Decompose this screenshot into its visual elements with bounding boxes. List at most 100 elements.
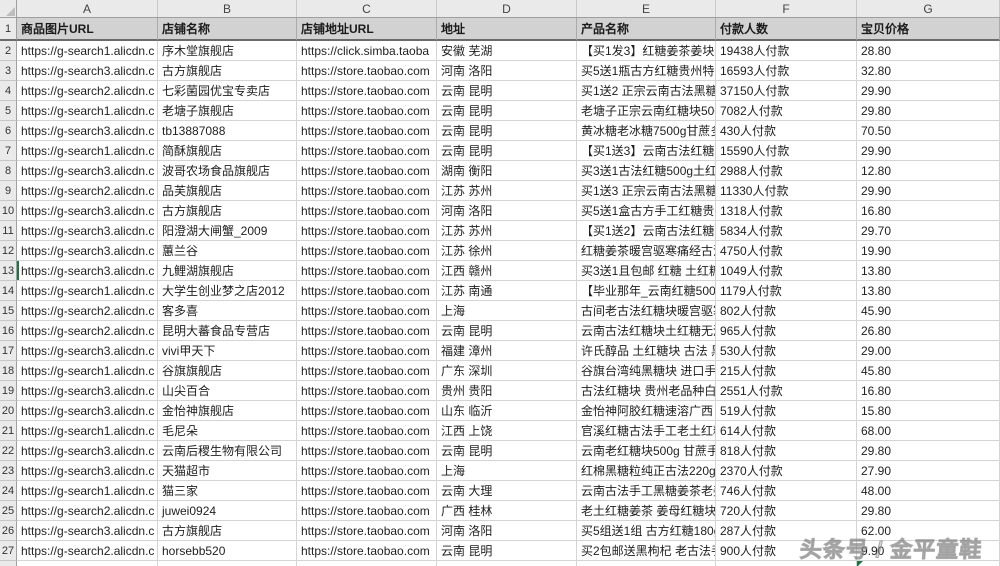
row-number-22[interactable]: 22 <box>0 441 17 461</box>
cell-G19[interactable]: 16.80 <box>857 381 1000 401</box>
row-number-3[interactable]: 3 <box>0 61 17 81</box>
cell-D1[interactable]: 地址 <box>437 18 577 41</box>
cell-D11[interactable]: 江苏 苏州 <box>437 221 577 241</box>
cell-E20[interactable]: 金怡神阿胶红糖速溶广西 <box>577 401 716 421</box>
cell-E10[interactable]: 买5送1盒古方手工红糖贵州 <box>577 201 716 221</box>
cell-A24[interactable]: https://g-search1.alicdn.c <box>17 481 158 501</box>
column-header-B[interactable]: B <box>158 0 297 17</box>
cell-E11[interactable]: 【买1送2】云南古法红糖姜 <box>577 221 716 241</box>
cell-D26[interactable]: 河南 洛阳 <box>437 521 577 541</box>
cell-D25[interactable]: 广西 桂林 <box>437 501 577 521</box>
row-number-15[interactable]: 15 <box>0 301 17 321</box>
row-number-16[interactable]: 16 <box>0 321 17 341</box>
cell-G7[interactable]: 29.90 <box>857 141 1000 161</box>
cell-F12[interactable]: 4750人付款 <box>716 241 857 261</box>
row-number-24[interactable]: 24 <box>0 481 17 501</box>
cell-G6[interactable]: 70.50 <box>857 121 1000 141</box>
cell-G23[interactable]: 27.90 <box>857 461 1000 481</box>
cell-D23[interactable]: 上海 <box>437 461 577 481</box>
cell-D13[interactable]: 江西 赣州 <box>437 261 577 281</box>
cell-G11[interactable]: 29.70 <box>857 221 1000 241</box>
cell-G24[interactable]: 48.00 <box>857 481 1000 501</box>
row-number-27[interactable]: 27 <box>0 541 17 561</box>
cell-E6[interactable]: 黄冰糖老冰糖7500g甘蔗多 <box>577 121 716 141</box>
cell-G16[interactable]: 26.80 <box>857 321 1000 341</box>
cell-F1[interactable]: 付款人数 <box>716 18 857 41</box>
cell-B25[interactable]: juwei0924 <box>158 501 297 521</box>
cell-C23[interactable]: https://store.taobao.com <box>297 461 437 481</box>
cell-G25[interactable]: 29.80 <box>857 501 1000 521</box>
column-header-G[interactable]: G <box>857 0 1000 17</box>
cell-G27[interactable]: 9.90 <box>857 541 1000 561</box>
cell-C27[interactable]: https://store.taobao.com <box>297 541 437 561</box>
cell-C14[interactable]: https://store.taobao.com <box>297 281 437 301</box>
cell-F14[interactable]: 1179人付款 <box>716 281 857 301</box>
cell-C7[interactable]: https://store.taobao.com <box>297 141 437 161</box>
cell-B4[interactable]: 七彩菌园优宝专卖店 <box>158 81 297 101</box>
cell-B22[interactable]: 云南后稷生物有限公司 <box>158 441 297 461</box>
cell-C8[interactable]: https://store.taobao.com <box>297 161 437 181</box>
cell-B26[interactable]: 古方旗舰店 <box>158 521 297 541</box>
row-number-11[interactable]: 11 <box>0 221 17 241</box>
cell-F5[interactable]: 7082人付款 <box>716 101 857 121</box>
cell-D16[interactable]: 云南 昆明 <box>437 321 577 341</box>
cell-A16[interactable]: https://g-search2.alicdn.c <box>17 321 158 341</box>
cell-C28[interactable] <box>297 561 437 566</box>
cell-F27[interactable]: 900人付款 <box>716 541 857 561</box>
cell-C9[interactable]: https://store.taobao.com <box>297 181 437 201</box>
cell-C17[interactable]: https://store.taobao.com <box>297 341 437 361</box>
cell-G17[interactable]: 29.00 <box>857 341 1000 361</box>
cell-E23[interactable]: 红棉黑糖粒纯正古法220g/ <box>577 461 716 481</box>
cell-F24[interactable]: 746人付款 <box>716 481 857 501</box>
cell-G1[interactable]: 宝贝价格 <box>857 18 1000 41</box>
cell-F25[interactable]: 720人付款 <box>716 501 857 521</box>
cell-B3[interactable]: 古方旗舰店 <box>158 61 297 81</box>
cell-F7[interactable]: 15590人付款 <box>716 141 857 161</box>
cell-F8[interactable]: 2988人付款 <box>716 161 857 181</box>
cell-G28[interactable] <box>857 561 1000 566</box>
row-number-10[interactable]: 10 <box>0 201 17 221</box>
cell-G3[interactable]: 32.80 <box>857 61 1000 81</box>
cell-E9[interactable]: 买1送3 正宗云南古法黑糖 <box>577 181 716 201</box>
cell-D10[interactable]: 河南 洛阳 <box>437 201 577 221</box>
cell-A6[interactable]: https://g-search3.alicdn.c <box>17 121 158 141</box>
row-number-7[interactable]: 7 <box>0 141 17 161</box>
cell-E21[interactable]: 官溪红糖古法手工老土红糖 <box>577 421 716 441</box>
cell-A19[interactable]: https://g-search3.alicdn.c <box>17 381 158 401</box>
cell-E7[interactable]: 【买1送3】云南古法红糖块 <box>577 141 716 161</box>
cell-G12[interactable]: 19.90 <box>857 241 1000 261</box>
cell-C3[interactable]: https://store.taobao.com <box>297 61 437 81</box>
cell-G14[interactable]: 13.80 <box>857 281 1000 301</box>
cell-C25[interactable]: https://store.taobao.com <box>297 501 437 521</box>
cell-G8[interactable]: 12.80 <box>857 161 1000 181</box>
cell-F23[interactable]: 2370人付款 <box>716 461 857 481</box>
row-number-4[interactable]: 4 <box>0 81 17 101</box>
row-number-8[interactable]: 8 <box>0 161 17 181</box>
cell-C26[interactable]: https://store.taobao.com <box>297 521 437 541</box>
cell-A22[interactable]: https://g-search3.alicdn.c <box>17 441 158 461</box>
cell-D19[interactable]: 贵州 贵阳 <box>437 381 577 401</box>
cell-A7[interactable]: https://g-search1.alicdn.c <box>17 141 158 161</box>
row-number-17[interactable]: 17 <box>0 341 17 361</box>
cell-G18[interactable]: 45.80 <box>857 361 1000 381</box>
cell-G2[interactable]: 28.80 <box>857 41 1000 61</box>
cell-D17[interactable]: 福建 漳州 <box>437 341 577 361</box>
row-number-28[interactable] <box>0 561 17 566</box>
cell-E5[interactable]: 老塘子正宗云南红糖块500 <box>577 101 716 121</box>
cell-B20[interactable]: 金怡神旗舰店 <box>158 401 297 421</box>
cell-D24[interactable]: 云南 大理 <box>437 481 577 501</box>
cell-F13[interactable]: 1049人付款 <box>716 261 857 281</box>
cell-F19[interactable]: 2551人付款 <box>716 381 857 401</box>
row-number-6[interactable]: 6 <box>0 121 17 141</box>
cell-F17[interactable]: 530人付款 <box>716 341 857 361</box>
cell-D21[interactable]: 江西 上饶 <box>437 421 577 441</box>
cell-A28[interactable] <box>17 561 158 566</box>
cell-D2[interactable]: 安徽 芜湖 <box>437 41 577 61</box>
cell-A12[interactable]: https://g-search3.alicdn.c <box>17 241 158 261</box>
cell-F9[interactable]: 11330人付款 <box>716 181 857 201</box>
cell-E1[interactable]: 产品名称 <box>577 18 716 41</box>
cell-B14[interactable]: 大学生创业梦之店2012 <box>158 281 297 301</box>
cell-F3[interactable]: 16593人付款 <box>716 61 857 81</box>
cell-E12[interactable]: 红糖姜茶暖宫驱寒痛经古法 <box>577 241 716 261</box>
cell-F18[interactable]: 215人付款 <box>716 361 857 381</box>
